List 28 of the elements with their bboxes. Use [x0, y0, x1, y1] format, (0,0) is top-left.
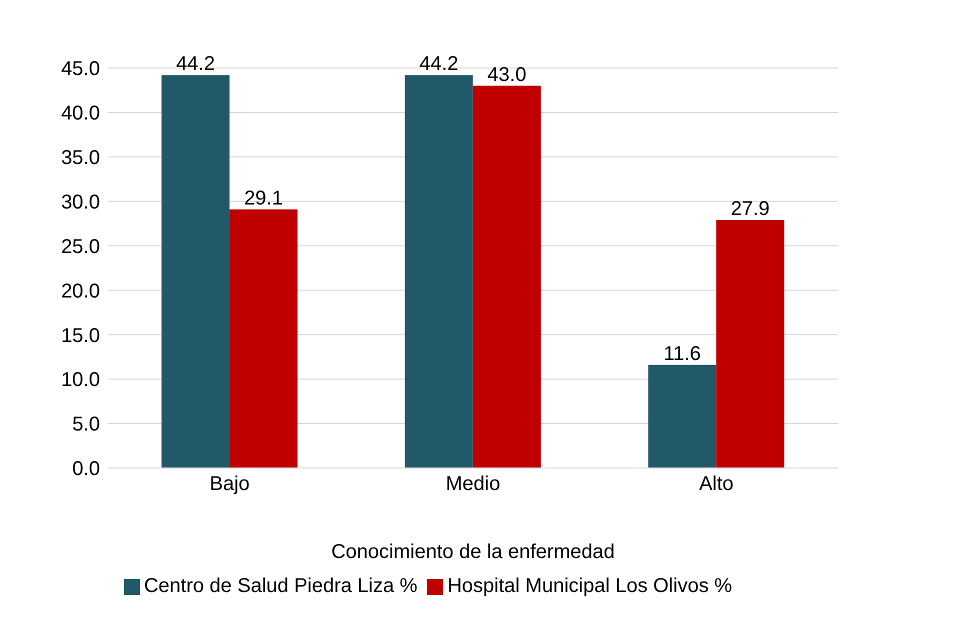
y-tick-label: 20.0 — [61, 280, 100, 302]
data-label: 11.6 — [663, 342, 701, 365]
y-tick-label: 25.0 — [61, 236, 100, 258]
y-tick-label: 0.0 — [72, 458, 100, 480]
x-tick-label: Bajo — [210, 473, 250, 496]
y-tick-label: 35.0 — [61, 146, 100, 169]
bar — [716, 220, 784, 468]
data-label: 27.9 — [730, 198, 770, 220]
data-label: 44.2 — [176, 53, 215, 76]
bar — [404, 75, 473, 468]
x-tick-label: Medio — [446, 473, 500, 496]
x-tick-label: Alto — [699, 473, 734, 496]
y-tick-label: 10.0 — [61, 369, 100, 392]
y-tick-label: 5.0 — [72, 414, 100, 436]
bar — [648, 364, 716, 468]
legend-label: Hospital Municipal Los Olivos % — [447, 575, 732, 597]
legend-label: Centro de Salud Piedra Liza % — [144, 575, 418, 597]
bar — [472, 86, 541, 468]
data-label: 29.1 — [244, 187, 283, 210]
y-tick-label: 15.0 — [61, 324, 100, 347]
y-tick-label: 30.0 — [61, 191, 100, 214]
bar — [162, 75, 230, 468]
y-tick-label: 40.0 — [61, 102, 100, 125]
x-axis-title: Conocimiento de la enfermedad — [331, 541, 615, 563]
y-tick-label: 45.0 — [61, 58, 100, 80]
data-label: 43.0 — [487, 64, 526, 86]
data-label: 44.2 — [419, 53, 458, 76]
bar — [230, 209, 298, 468]
